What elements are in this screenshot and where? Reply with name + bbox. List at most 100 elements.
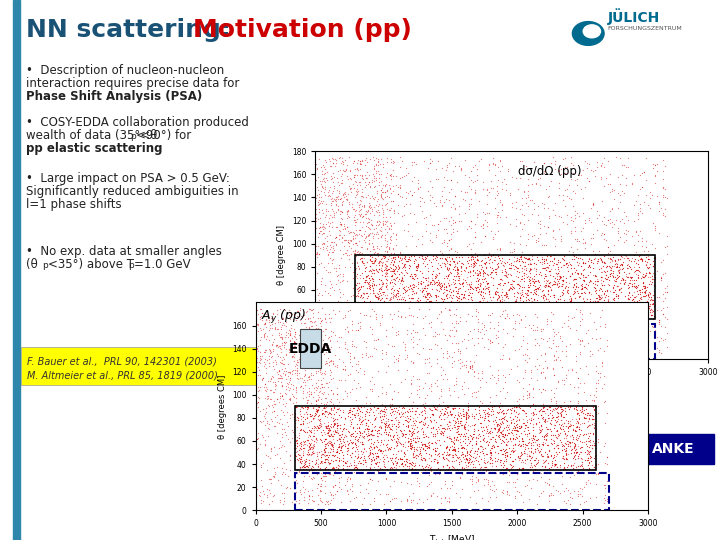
Point	[471, 271, 482, 279]
Point	[343, 239, 354, 247]
Point	[374, 321, 386, 329]
Point	[317, 208, 328, 217]
Point	[405, 331, 416, 340]
Point	[325, 439, 336, 448]
Point	[423, 444, 434, 453]
Point	[374, 285, 386, 293]
Point	[474, 268, 486, 276]
Point	[571, 268, 582, 277]
Point	[432, 299, 444, 307]
Point	[553, 268, 564, 277]
Point	[611, 153, 622, 162]
Point	[438, 448, 450, 457]
Point	[600, 458, 611, 467]
Point	[588, 309, 599, 318]
Point	[517, 257, 528, 266]
Point	[405, 439, 416, 448]
Point	[461, 256, 472, 265]
Point	[458, 430, 469, 438]
Point	[407, 427, 418, 435]
Point	[290, 452, 302, 461]
Point	[405, 460, 417, 469]
Point	[644, 288, 656, 297]
Point	[364, 444, 375, 453]
Point	[333, 205, 344, 214]
Point	[484, 318, 495, 326]
Point	[437, 306, 449, 314]
Point	[565, 299, 577, 308]
Point	[357, 274, 369, 282]
Point	[480, 429, 492, 437]
Point	[424, 278, 436, 287]
Point	[258, 330, 270, 339]
Point	[546, 280, 558, 289]
Point	[524, 195, 536, 204]
Point	[311, 191, 323, 200]
Point	[546, 457, 557, 465]
Point	[555, 272, 567, 281]
Point	[544, 406, 556, 415]
Point	[544, 292, 556, 301]
Point	[400, 413, 411, 422]
Point	[469, 447, 480, 455]
Point	[402, 315, 414, 323]
Point	[346, 439, 358, 448]
Point	[433, 278, 445, 287]
Point	[481, 200, 492, 208]
Point	[467, 163, 479, 171]
Point	[279, 363, 291, 372]
Point	[522, 272, 534, 281]
Point	[565, 294, 577, 302]
Point	[399, 299, 410, 307]
Point	[593, 286, 605, 294]
Point	[514, 335, 526, 343]
Point	[589, 441, 600, 450]
Point	[563, 343, 575, 352]
Point	[380, 179, 392, 188]
Point	[501, 406, 513, 415]
Point	[613, 235, 624, 244]
Point	[521, 313, 533, 321]
Point	[516, 210, 528, 219]
Point	[525, 434, 536, 442]
Point	[598, 153, 610, 162]
Point	[363, 427, 374, 435]
Point	[552, 302, 564, 310]
Point	[271, 395, 283, 403]
Point	[276, 470, 287, 478]
Point	[320, 224, 331, 233]
Point	[588, 397, 600, 406]
Point	[264, 425, 275, 434]
Point	[318, 242, 329, 251]
Point	[264, 454, 276, 463]
Point	[503, 254, 515, 263]
Point	[484, 314, 495, 322]
Point	[328, 206, 339, 215]
Point	[657, 289, 669, 298]
Point	[487, 274, 499, 282]
Point	[501, 417, 513, 426]
Point	[361, 458, 372, 467]
Point	[560, 440, 572, 449]
Point	[314, 219, 325, 228]
Point	[482, 345, 493, 354]
Point	[412, 436, 423, 445]
Point	[366, 253, 377, 261]
Point	[452, 422, 464, 431]
Point	[369, 413, 381, 422]
Point	[580, 299, 591, 308]
Point	[570, 426, 581, 435]
Point	[373, 248, 384, 257]
Point	[475, 261, 487, 269]
Point	[543, 481, 554, 489]
Point	[508, 443, 519, 452]
Point	[598, 258, 610, 266]
Point	[374, 407, 386, 416]
Point	[513, 284, 525, 292]
Point	[530, 445, 541, 454]
Point	[428, 276, 439, 285]
Point	[428, 438, 440, 447]
Point	[266, 408, 278, 416]
Point	[276, 341, 288, 349]
Point	[538, 200, 549, 208]
